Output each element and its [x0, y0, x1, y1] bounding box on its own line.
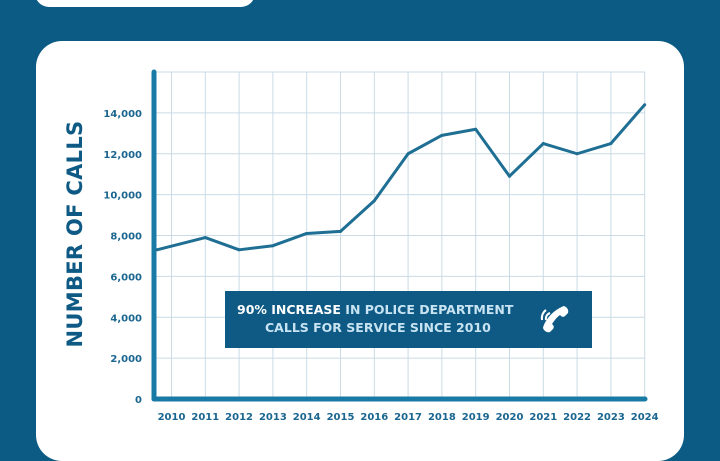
y-tick-label: 6,000	[110, 272, 142, 283]
data-point-2020	[508, 174, 511, 178]
x-tick-label: 2022	[563, 412, 591, 423]
data-point-2014	[305, 231, 309, 235]
x-tick-label: 2011	[191, 412, 219, 423]
x-tick-label: 2012	[225, 412, 253, 423]
data-point-2010	[155, 248, 159, 252]
data-point-2013	[271, 244, 275, 248]
x-tick-label: 2014	[293, 412, 321, 423]
data-point-2018	[440, 133, 444, 137]
y-axis-label: NUMBER OF CALLS	[63, 121, 87, 348]
y-tick-label: 0	[135, 395, 142, 406]
line-chart: 02,0004,0006,0008,00010,00012,00014,000 …	[63, 69, 659, 423]
grid	[154, 71, 646, 400]
y-tick-label: 4,000	[110, 313, 142, 324]
data-point-2021	[541, 142, 545, 146]
data-point-2022	[575, 152, 579, 156]
data-point-2012	[237, 248, 241, 252]
data-points	[155, 103, 647, 252]
y-tick-label: 10,000	[103, 191, 142, 202]
data-point-2023	[609, 142, 613, 146]
x-tick-label: 2013	[259, 412, 287, 423]
x-tick-label: 2021	[529, 412, 557, 423]
x-tick-label: 2024	[631, 412, 659, 423]
data-point-2017	[406, 152, 410, 156]
y-tick-label: 2,000	[110, 354, 142, 365]
data-point-2019	[474, 127, 478, 131]
chart-card	[36, 41, 684, 461]
annotation-box: 90% INCREASE IN POLICE DEPARTMENT CALLS …	[225, 291, 592, 348]
series-line	[156, 103, 646, 252]
x-tick-label: 2017	[394, 412, 422, 423]
y-tick-label: 14,000	[103, 109, 142, 120]
y-tick-label: 12,000	[103, 150, 142, 161]
annotation-line-1-text: IN POLICE DEPARTMENT	[340, 302, 514, 317]
x-tick-labels: 2010 2011 2012 2013 2014 2015 2016 2017 2018 2019…	[158, 412, 659, 423]
x-tick-label: 2018	[428, 412, 456, 423]
x-tick-label: 2010	[158, 412, 186, 423]
x-tick-label: 2019	[462, 412, 490, 423]
phone-icon	[540, 306, 569, 333]
data-point-2024	[643, 103, 647, 107]
y-tick-labels: 0 2,000 4,000 6,000 8,000 10,000 12,000 14,000	[103, 109, 142, 406]
x-tick-label: 2023	[597, 412, 625, 423]
y-tick-label: 8,000	[110, 232, 142, 243]
x-tick-label: 2015	[327, 412, 355, 423]
annotation-highlight: 90% INCREASE	[237, 302, 341, 317]
top-panel	[35, 0, 255, 7]
data-point-2015	[339, 229, 342, 233]
x-tick-label: 2016	[360, 412, 388, 423]
data-point-2011	[203, 236, 207, 240]
data-point-2016	[372, 199, 376, 203]
annotation-line-1: 90% INCREASE IN POLICE DEPARTMENT	[237, 302, 513, 317]
x-tick-label: 2020	[496, 412, 524, 423]
annotation-line-2: CALLS FOR SERVICE SINCE 2010	[265, 320, 491, 335]
